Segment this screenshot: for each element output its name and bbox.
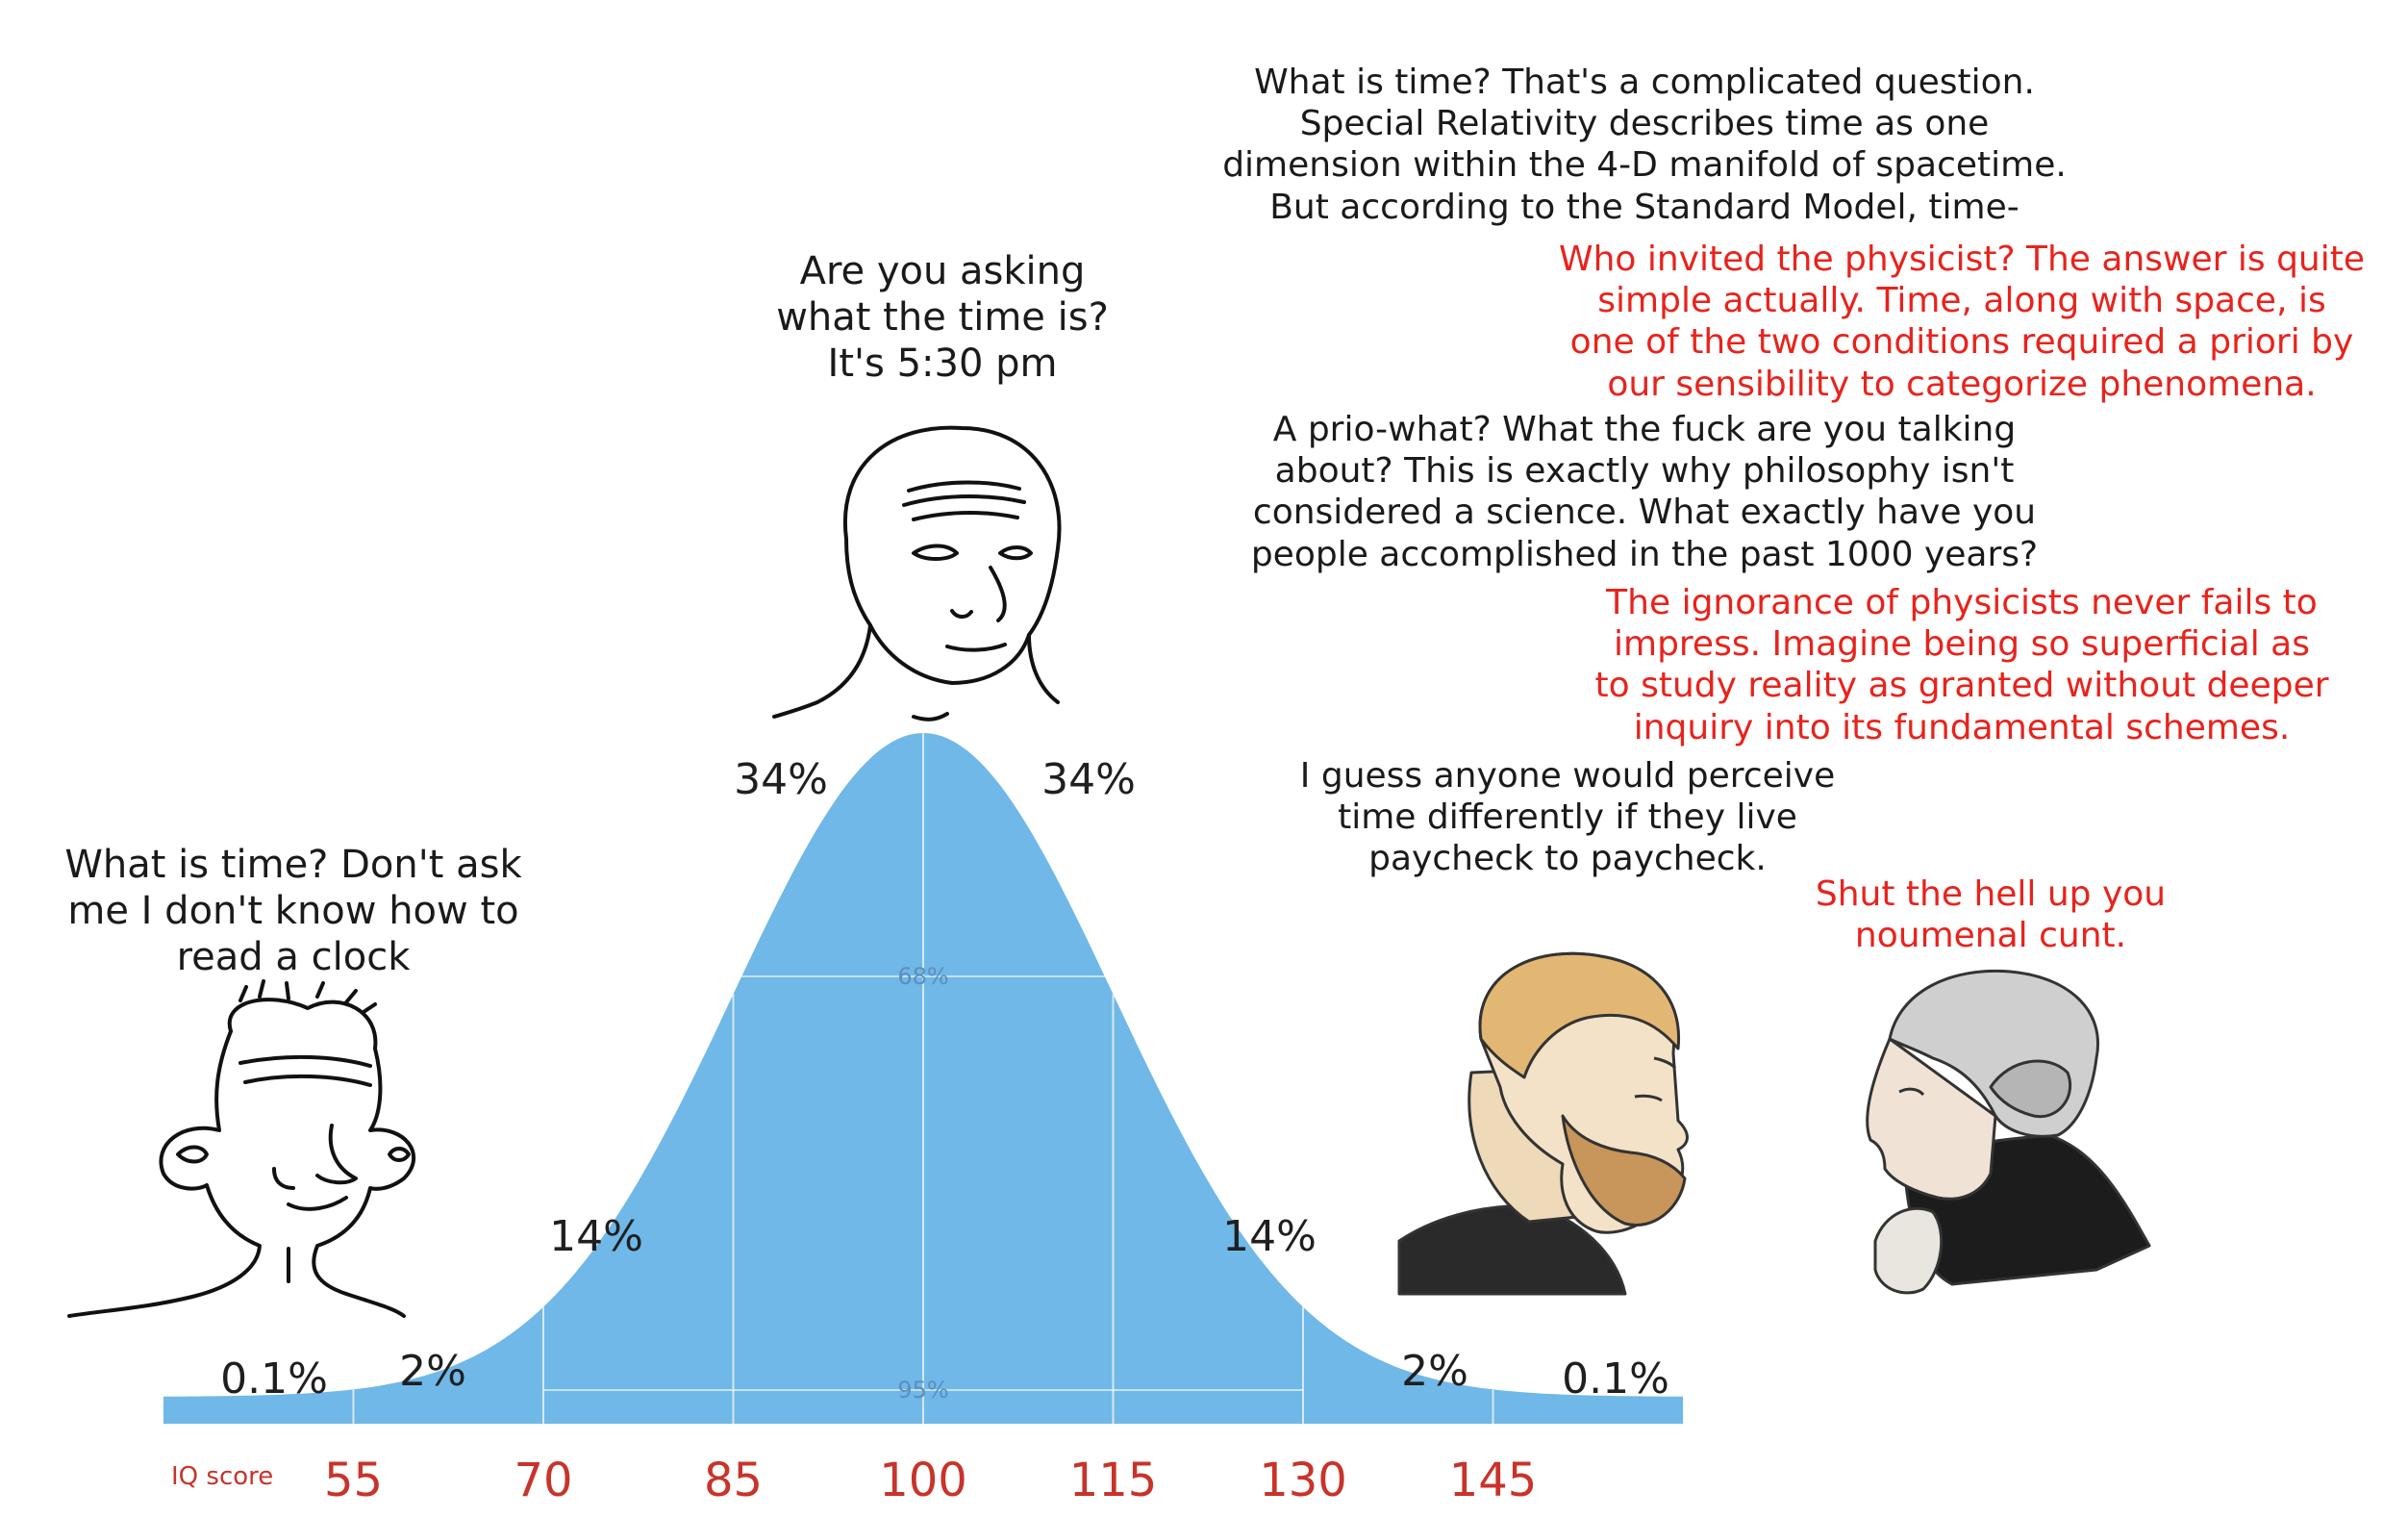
kant-icon	[1866, 969, 2151, 1295]
caption-low: What is time? Don't ask me I don't know …	[64, 843, 522, 979]
x-tick-55: 55	[324, 1454, 383, 1507]
segment-percent-3: 34%	[734, 755, 828, 804]
caption-chad: I guess anyone would perceive time diffe…	[1299, 756, 1836, 879]
chad-icon	[1397, 951, 1689, 1296]
segment-percent-2: 14%	[549, 1212, 643, 1261]
segment-percent-1: 2%	[399, 1347, 466, 1396]
segment-percent-5: 14%	[1222, 1212, 1317, 1261]
caption-kant: Shut the hell up you noumenal cunt.	[1815, 874, 2167, 956]
caption-physicist-1: What is time? That's a complicated quest…	[1222, 63, 2067, 227]
x-tick-85: 85	[704, 1454, 763, 1507]
caption-mid: Are you asking what the time is? It's 5:…	[776, 249, 1109, 386]
segment-percent-7: 0.1%	[1562, 1354, 1669, 1404]
inner-label-0: 68%	[897, 963, 948, 990]
x-axis-label: IQ score	[171, 1462, 273, 1491]
wojak-mid-icon	[772, 425, 1062, 721]
x-tick-130: 130	[1259, 1454, 1347, 1507]
curve-layer	[163, 733, 1683, 1424]
x-tick-70: 70	[514, 1454, 572, 1507]
caption-physicist-2: A prio-what? What the fuck are you talki…	[1250, 410, 2039, 574]
label-layer: 68% 95% 55 70 85 100 115 130 145 IQ score 0.1% 2% 14…	[171, 755, 1669, 1507]
wojak-low-icon	[67, 979, 416, 1318]
x-tick-100: 100	[879, 1454, 967, 1507]
inner-label-1: 95%	[897, 1377, 948, 1404]
caption-philosopher-2: The ignorance of physicists never fails …	[1594, 583, 2329, 747]
x-tick-145: 145	[1449, 1454, 1538, 1507]
x-tick-115: 115	[1069, 1454, 1158, 1507]
segment-percent-4: 34%	[1041, 755, 1136, 804]
segment-percent-6: 2%	[1401, 1347, 1468, 1396]
caption-philosopher-1: Who invited the physicist? The answer is…	[1558, 240, 2366, 404]
segment-percent-0: 0.1%	[220, 1354, 328, 1404]
